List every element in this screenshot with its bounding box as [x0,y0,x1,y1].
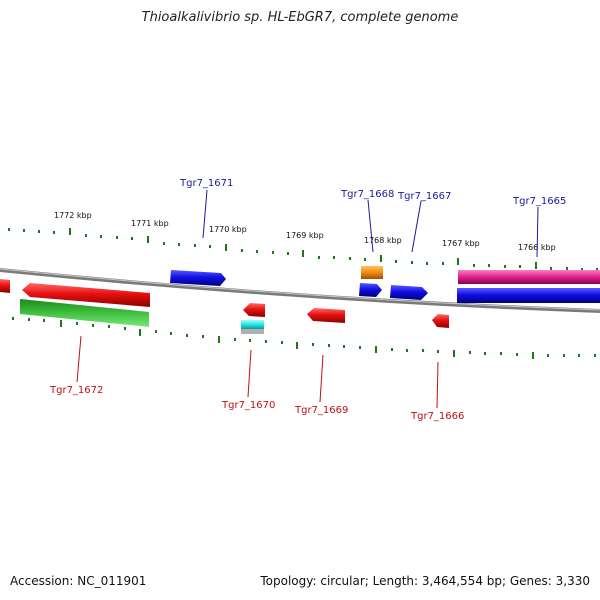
topology-text: Topology: circular; Length: 3,464,554 bp… [260,574,590,588]
leader-tgr7-1670 [247,349,252,398]
kbp-label-1767: 1767 kbp [442,239,480,248]
leader-tgr7-1671 [202,189,208,239]
leader-tgr7-1669 [319,354,324,403]
leader-tgr7-1665 [536,206,539,258]
gene-tgr7-1670-arrow[interactable] [243,303,265,317]
kbp-label-1769: 1769 kbp [286,231,324,240]
gene-label-tgr7-1666[interactable]: Tgr7_1666 [410,411,464,422]
gene-tgr7-1672-rna-block[interactable] [20,299,149,327]
accession-text: Accession: NC_011901 [10,574,147,588]
kbp-label-1770: 1770 kbp [209,225,247,234]
gene-label-tgr7-1665[interactable]: Tgr7_1665 [512,196,566,207]
gene-tgr7-1665-arrow[interactable] [457,288,600,303]
upper-tick-row [8,228,598,271]
kbp-label-1768: 1768 kbp [364,236,402,245]
leader-tgr7-1666 [436,361,439,409]
gene-label-tgr7-1668[interactable]: Tgr7_1668 [340,189,394,200]
gene-label-tgr7-1671[interactable]: Tgr7_1671 [179,178,233,189]
gene-label-tgr7-1669[interactable]: Tgr7_1669 [294,405,348,416]
gene-label-tgr7-1672[interactable]: Tgr7_1672 [49,385,103,396]
leader-tgr7-1667 [411,200,422,253]
gene-tgr7-1668-arrow[interactable] [359,283,382,297]
genome-backbone [0,268,600,313]
kbp-label-1771: 1771 kbp [131,219,169,228]
gene-tgr7-1670-rna-block[interactable] [241,320,264,334]
gene-tgr7-1668-block[interactable] [361,266,383,279]
gene-label-tgr7-1670[interactable]: Tgr7_1670 [221,400,275,411]
genome-title: Thioalkalivibrio sp. HL-EbGR7, complete … [141,10,459,25]
gene-label-tgr7-1667[interactable]: Tgr7_1667 [397,191,451,202]
gene-tgr7-1671-arrow[interactable] [170,270,226,286]
gene-tgr7-1667-arrow[interactable] [390,285,428,300]
gene-tgr7-1672-arrow[interactable] [22,283,150,307]
kbp-label-1772: 1772 kbp [54,211,92,220]
genome-backbone-highlight [0,268,600,311]
gene-tgr7-1669-arrow[interactable] [307,308,345,323]
leader-tgr7-1672 [76,335,82,383]
gene-tgr7-1666-arrow[interactable] [432,314,449,328]
gene-edge-left-arrow[interactable] [0,279,10,293]
leader-tgr7-1668 [367,199,374,253]
gene-tgr7-1665-block[interactable] [458,270,600,284]
lower-tick-row [12,317,596,359]
